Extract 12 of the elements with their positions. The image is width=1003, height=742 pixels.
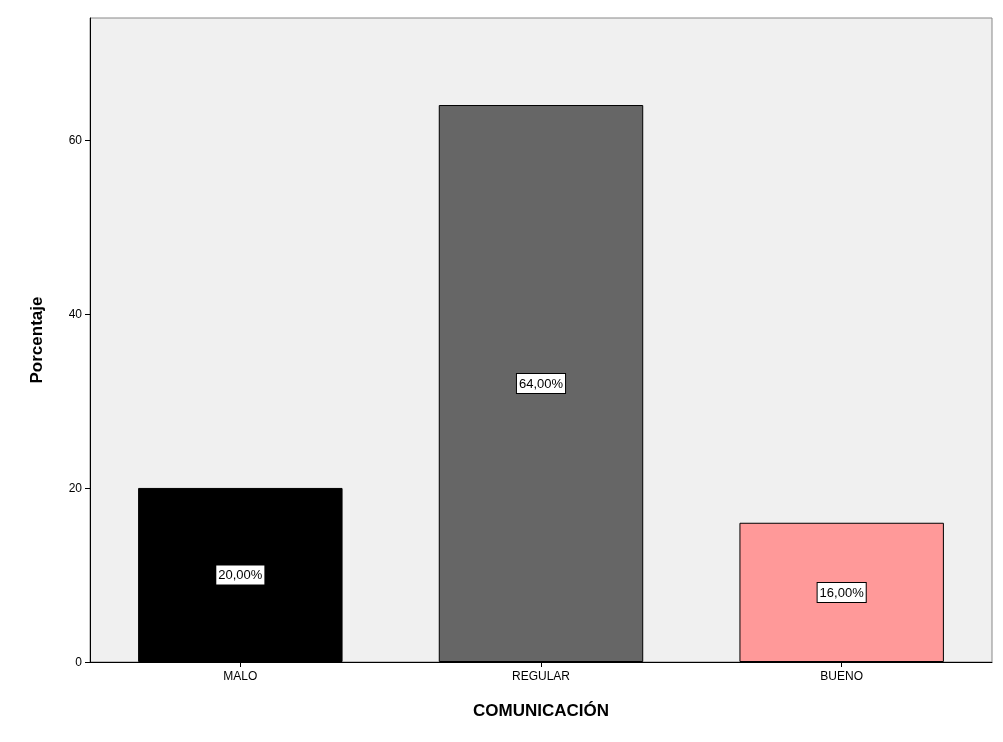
y-tick-label: 20 xyxy=(68,480,83,495)
x-tick-label: REGULAR xyxy=(511,669,571,683)
data-label: 64,00% xyxy=(518,376,564,392)
x-tick-label: MALO xyxy=(223,669,258,683)
data-label: 16,00% xyxy=(819,584,865,600)
y-tick-label: 40 xyxy=(68,306,83,321)
x-axis-title: COMUNICACIÓN xyxy=(473,701,609,720)
y-tick-label: 0 xyxy=(75,655,83,669)
data-label: 20,00% xyxy=(218,567,263,583)
x-tick-label: BUENO xyxy=(820,669,864,683)
y-tick-label: 60 xyxy=(68,132,83,147)
y-axis-title: Porcentaje xyxy=(27,296,46,384)
